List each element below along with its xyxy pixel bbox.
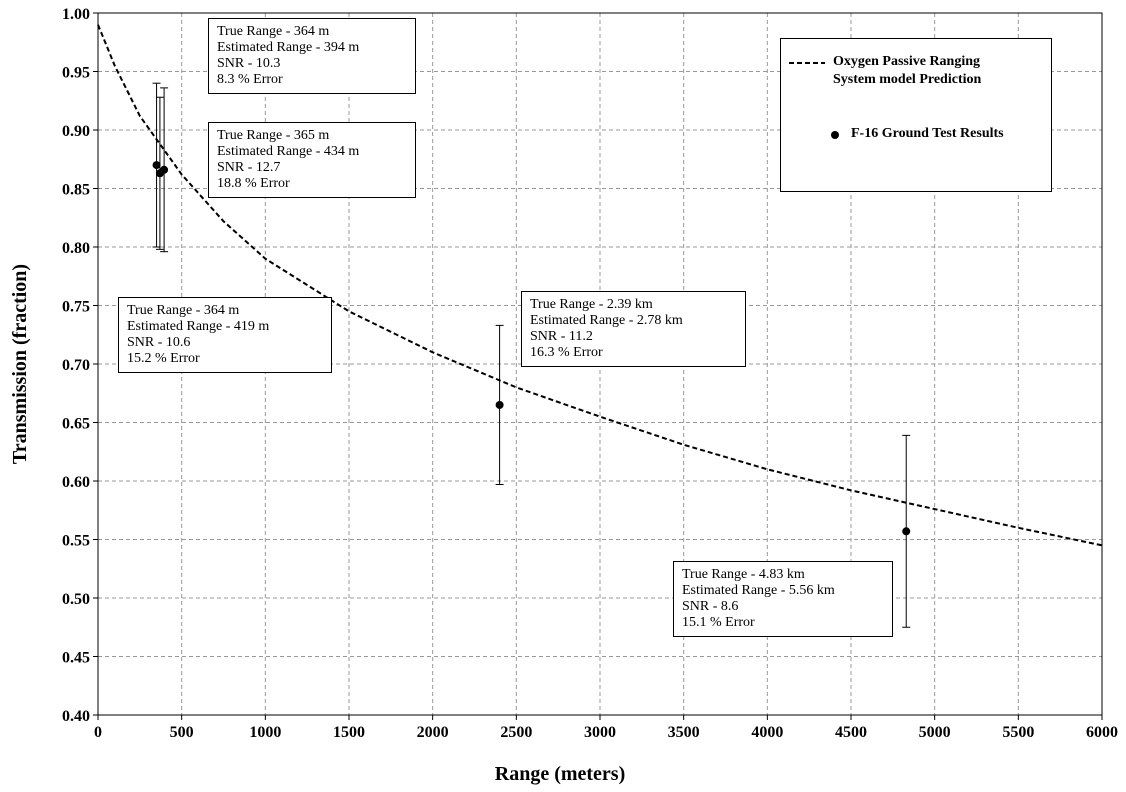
y-tick-label: 0.50 [62,591,90,608]
y-tick-label: 0.40 [62,708,90,725]
y-tick-label: 0.90 [62,123,90,140]
x-tick-label: 5500 [1002,724,1034,741]
x-tick-label: 5000 [919,724,951,741]
annotation-line: SNR - 11.2 [530,329,593,344]
x-tick-label: 2500 [500,724,532,741]
y-tick-label: 0.70 [62,357,90,374]
y-tick-label: 0.75 [62,299,90,316]
data-point [495,400,504,409]
y-tick-label: 0.65 [62,416,90,433]
annotation-line: True Range - 365 m [217,128,330,143]
annotation-line: SNR - 12.7 [217,160,281,175]
annotation-line: True Range - 2.39 km [530,297,653,312]
legend-key [831,131,839,139]
annotation-line: 18.8 % Error [217,176,290,191]
x-tick-label: 1500 [333,724,365,741]
x-tick-label: 1000 [249,724,281,741]
annotation-line: SNR - 10.6 [127,335,191,350]
y-tick-label: 0.55 [62,533,90,550]
annotation-line: True Range - 364 m [127,303,240,318]
annotation-box: True Range - 364 m Estimated Range - 419 … [118,297,332,373]
annotation-line: 15.1 % Error [682,615,755,630]
data-point [160,165,169,174]
plot-frame [97,12,1103,716]
data-point [152,161,161,170]
x-tick-label: 3000 [584,724,616,741]
x-tick-label: 3500 [668,724,700,741]
annotation-line: Estimated Range - 419 m [127,319,270,334]
annotation-line: 8.3 % Error [217,72,283,87]
x-tick-label: 2000 [417,724,449,741]
annotation-line: Estimated Range - 2.78 km [530,313,683,328]
annotation-box: True Range - 364 m Estimated Range - 394 … [208,18,416,94]
y-tick-label: 1.00 [62,6,90,23]
x-tick-label: 500 [170,724,194,741]
annotation-box: True Range - 2.39 km Estimated Range - 2.… [521,291,746,367]
legend-label: Oxygen Passive Ranging System model Pred… [833,54,982,87]
annotation-line: Estimated Range - 5.56 km [682,583,835,598]
annotation-line: 15.2 % Error [127,351,200,366]
x-tick-label: 0 [94,724,102,741]
annotation-box: True Range - 4.83 km Estimated Range - 5.… [673,561,893,637]
annotation-line: 16.3 % Error [530,345,603,360]
annotation-line: Estimated Range - 434 m [217,144,360,159]
annotation-line: True Range - 4.83 km [682,567,805,582]
data-point [902,527,911,536]
annotation-line: SNR - 8.6 [682,599,739,614]
y-tick-label: 0.85 [62,182,90,199]
x-tick-label: 6000 [1086,724,1118,741]
annotation-box: True Range - 365 m Estimated Range - 434 … [208,122,416,198]
annotation-line: Estimated Range - 394 m [217,40,360,55]
y-axis-label: Transmission (fraction) [9,264,31,464]
x-tick-label: 4000 [751,724,783,741]
legend-label: F-16 Ground Test Results [851,126,1004,141]
legend-keys [789,62,839,139]
y-tick-label: 0.60 [62,474,90,491]
legend: Oxygen Passive Ranging System model Pred… [780,38,1052,192]
annotation-line: True Range - 364 m [217,24,330,39]
y-tick-label: 0.45 [62,650,90,667]
y-tick-label: 0.80 [62,240,90,257]
y-tick-label: 0.95 [62,65,90,82]
x-tick-label: 4500 [835,724,867,741]
model-line [97,24,1103,547]
x-axis-label: Range (meters) [495,763,626,785]
annotation-line: SNR - 10.3 [217,56,281,71]
